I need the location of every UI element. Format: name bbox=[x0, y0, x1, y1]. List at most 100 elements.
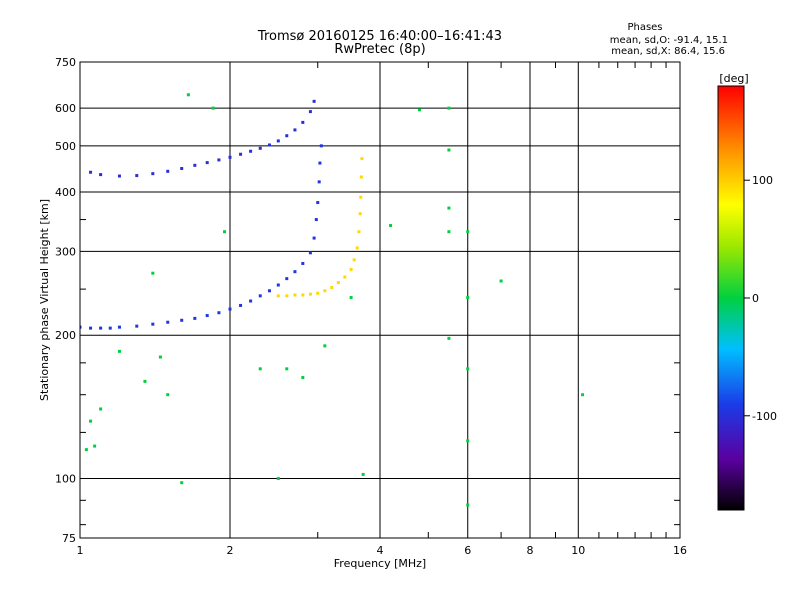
chart-title: Tromsø 20160125 16:40:00–16:41:43 bbox=[257, 29, 502, 44]
data-point bbox=[317, 180, 321, 184]
data-point bbox=[314, 218, 318, 222]
data-point bbox=[499, 279, 503, 283]
data-point bbox=[267, 289, 271, 293]
data-point bbox=[211, 106, 215, 110]
data-point bbox=[285, 367, 289, 371]
data-point bbox=[301, 376, 305, 380]
data-point bbox=[447, 106, 451, 110]
data-point bbox=[166, 169, 170, 173]
data-point bbox=[228, 307, 232, 311]
data-point bbox=[151, 271, 155, 275]
x-tick-label: 4 bbox=[377, 544, 384, 557]
data-point bbox=[361, 472, 365, 476]
data-point bbox=[349, 296, 353, 300]
data-point bbox=[223, 230, 227, 234]
data-point bbox=[352, 258, 356, 262]
colorbar-label: [deg] bbox=[719, 72, 748, 85]
axis-ticks: 75 100 200 300 400 500 600 750 1 2 4 6 8 10 16 bbox=[55, 56, 687, 557]
data-point bbox=[466, 296, 470, 300]
data-point bbox=[330, 285, 334, 289]
x-axis-label: Frequency [MHz] bbox=[334, 557, 426, 570]
data-point bbox=[117, 174, 121, 178]
data-point bbox=[93, 444, 97, 448]
data-point bbox=[359, 195, 363, 199]
data-point bbox=[316, 291, 320, 295]
data-point bbox=[301, 120, 305, 124]
data-point bbox=[447, 148, 451, 152]
data-point bbox=[323, 344, 327, 348]
data-point bbox=[166, 320, 170, 324]
y-tick-label: 100 bbox=[55, 473, 76, 486]
data-point bbox=[239, 152, 243, 156]
data-point bbox=[80, 325, 82, 329]
data-point bbox=[466, 230, 470, 234]
data-point bbox=[285, 277, 289, 281]
colorbar-ticks: 100 0 -100 bbox=[744, 174, 777, 423]
data-point bbox=[99, 407, 103, 411]
data-point bbox=[267, 143, 271, 147]
colorbar-tick-label: 100 bbox=[752, 174, 773, 187]
data-point bbox=[360, 157, 364, 161]
data-point bbox=[228, 155, 232, 159]
data-point bbox=[293, 293, 297, 297]
data-point bbox=[276, 139, 280, 143]
data-point bbox=[258, 146, 262, 150]
data-point bbox=[349, 267, 353, 271]
data-points bbox=[80, 93, 585, 507]
data-point bbox=[117, 349, 121, 353]
data-point bbox=[417, 108, 421, 112]
data-point bbox=[151, 322, 155, 326]
stat-x-mode: mean, sd,X: 86.4, 15.6 bbox=[611, 46, 725, 57]
y-tick-label: 200 bbox=[55, 329, 76, 342]
data-point bbox=[89, 326, 93, 330]
data-point bbox=[318, 161, 322, 165]
data-point bbox=[143, 379, 147, 383]
data-point bbox=[276, 294, 280, 298]
data-point bbox=[258, 294, 262, 298]
data-point bbox=[389, 224, 393, 228]
y-tick-label: 750 bbox=[55, 56, 76, 69]
colorbar-tick-label: 0 bbox=[752, 292, 759, 305]
data-point bbox=[343, 275, 347, 279]
data-point bbox=[293, 270, 297, 274]
data-point bbox=[239, 303, 243, 307]
y-tick-label: 75 bbox=[62, 532, 76, 545]
data-point bbox=[285, 294, 289, 298]
data-point bbox=[193, 163, 197, 167]
data-point bbox=[89, 419, 93, 423]
data-point bbox=[312, 236, 316, 240]
data-point bbox=[319, 144, 323, 148]
data-point bbox=[466, 439, 470, 443]
y-tick-label: 300 bbox=[55, 245, 76, 258]
data-point bbox=[108, 326, 112, 330]
data-point bbox=[301, 261, 305, 265]
data-point bbox=[336, 281, 340, 285]
y-axis-label: Stationary phase Virtual Height [km] bbox=[38, 199, 51, 401]
data-point bbox=[99, 326, 103, 330]
data-point bbox=[217, 158, 221, 162]
data-point bbox=[293, 128, 297, 132]
data-point bbox=[358, 212, 362, 216]
data-point bbox=[357, 230, 361, 234]
data-point bbox=[276, 283, 280, 287]
y-tick-label: 600 bbox=[55, 102, 76, 115]
data-point bbox=[205, 161, 209, 165]
data-point bbox=[301, 293, 305, 297]
data-point bbox=[249, 149, 253, 153]
data-point bbox=[151, 172, 155, 176]
x-tick-label: 10 bbox=[571, 544, 585, 557]
colorbar bbox=[717, 85, 745, 511]
data-point bbox=[135, 174, 139, 178]
data-point bbox=[316, 201, 320, 205]
grid-lines bbox=[79, 61, 681, 539]
data-point bbox=[217, 311, 221, 315]
data-point bbox=[447, 206, 451, 210]
data-point bbox=[466, 367, 470, 371]
data-point bbox=[447, 230, 451, 234]
data-point bbox=[180, 318, 184, 322]
chart-subtitle: RwPretec (8p) bbox=[334, 42, 425, 57]
data-point bbox=[308, 292, 312, 296]
data-point bbox=[205, 314, 209, 318]
data-point bbox=[186, 93, 190, 97]
